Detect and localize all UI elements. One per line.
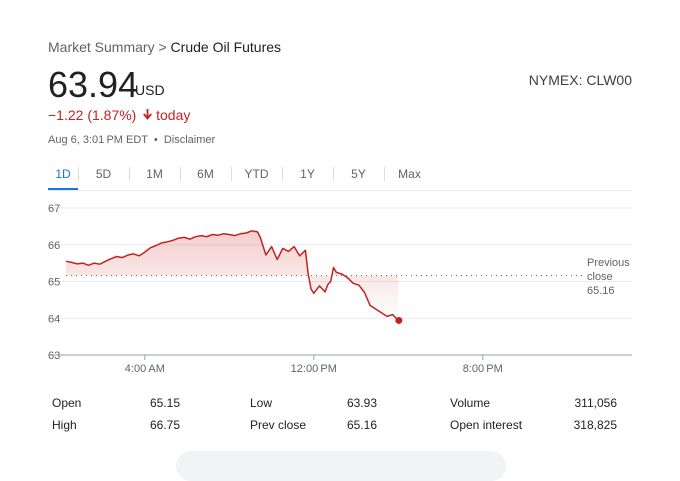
stat-label-low: Low	[250, 396, 273, 410]
price-change: −1.22 (1.87%) today	[48, 107, 190, 123]
breadcrumb-separator: >	[158, 39, 167, 55]
stat-label-open-interest: Open interest	[450, 418, 523, 432]
stat-value-prev-close: 65.16	[346, 418, 377, 432]
y-tick-label: 67	[48, 203, 60, 215]
tab-5y[interactable]: 5Y	[333, 162, 384, 188]
y-axis-ticks: 63 64 65 66 67	[48, 203, 60, 362]
breadcrumb: Market Summary > Crude Oil Futures	[48, 39, 281, 55]
stats-row: Open 65.15 Low 63.93 Volume 311,056	[48, 393, 632, 415]
tab-ytd[interactable]: YTD	[231, 162, 282, 188]
tab-max[interactable]: Max	[384, 162, 435, 188]
x-tick-label: 12:00 PM	[291, 363, 337, 375]
meta-separator: •	[153, 134, 158, 146]
breadcrumb-current: Crude Oil Futures	[170, 39, 282, 55]
quote-timestamp: Aug 6, 3:01 PM EDT	[48, 134, 148, 146]
stat-label-volume: Volume	[450, 396, 491, 410]
tab-6m[interactable]: 6M	[180, 162, 231, 188]
quote-meta: Aug 6, 3:01 PM EDT • Disclaimer	[48, 134, 215, 146]
stat-value-high: 66.75	[149, 418, 180, 432]
x-tick-label: 4:00 AM	[125, 363, 165, 375]
tab-1d[interactable]: 1D	[48, 162, 78, 191]
last-price-dot	[395, 316, 403, 324]
x-axis-ticks: 4:00 AM 12:00 PM 8:00 PM	[125, 355, 503, 375]
tab-1m[interactable]: 1M	[129, 162, 180, 188]
arrow-down-icon	[143, 107, 153, 123]
breadcrumb-parent-link[interactable]: Market Summary	[48, 39, 155, 55]
previous-close-label: Previous	[587, 257, 630, 269]
y-tick-label: 64	[48, 313, 60, 325]
y-tick-label: 66	[48, 240, 60, 252]
stat-value-low: 63.93	[346, 396, 377, 410]
disclaimer-link[interactable]: Disclaimer	[163, 134, 216, 146]
y-tick-label: 65	[48, 277, 60, 289]
exchange-ticker: NYMEX: CLW00	[528, 72, 632, 88]
stat-label-open: Open	[52, 396, 82, 410]
previous-close-label: close	[587, 271, 613, 283]
price-line	[65, 230, 399, 322]
previous-close-value: 65.16	[587, 285, 615, 297]
y-tick-label: 63	[48, 350, 60, 362]
stat-value-open-interest: 318,825	[573, 418, 617, 432]
price-change-value: −1.22 (1.87%)	[48, 107, 137, 123]
stats-table: Open 65.15 Low 63.93 Volume 311,056 High…	[48, 393, 632, 437]
bottom-pill[interactable]	[176, 451, 506, 481]
stat-label-prev-close: Prev close	[250, 418, 307, 432]
time-range-tabs: 1D 5D 1M 6M YTD 1Y 5Y Max	[48, 162, 435, 191]
stat-value-volume: 311,056	[574, 396, 618, 410]
tab-1y[interactable]: 1Y	[282, 162, 333, 188]
tab-5d[interactable]: 5D	[78, 162, 129, 188]
current-price: 63.94	[48, 64, 139, 105]
currency-label: USD	[135, 82, 165, 98]
price-chart[interactable]: 63 64 65 66 67 4:00 AM 12:00 PM 8:00 PM Previo…	[0, 195, 680, 385]
stat-label-high: High	[52, 418, 77, 432]
price-change-period: today	[156, 107, 191, 123]
chart-gridlines	[48, 207, 632, 319]
x-tick-label: 8:00 PM	[463, 363, 503, 375]
stats-row: High 66.75 Prev close 65.16 Open interes…	[48, 415, 632, 437]
price-area	[66, 230, 399, 321]
tabs-divider	[48, 190, 632, 191]
stat-value-open: 65.15	[149, 396, 180, 410]
